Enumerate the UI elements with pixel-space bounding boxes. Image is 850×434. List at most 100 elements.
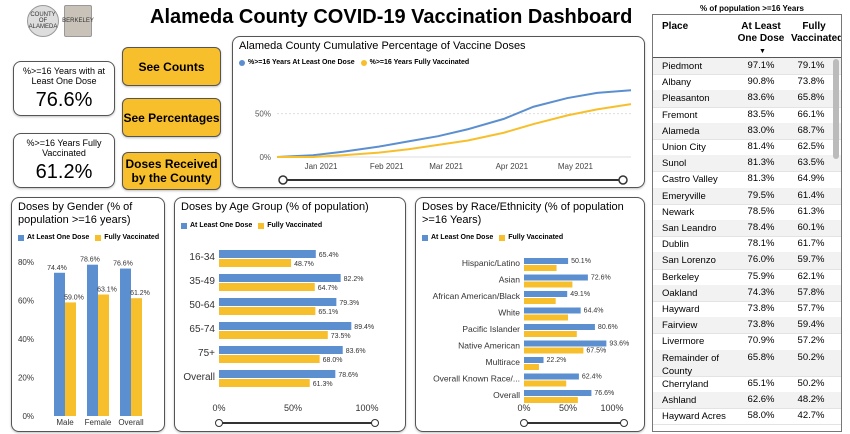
table-row[interactable]: Sunol 81.3% 63.5% <box>653 155 841 173</box>
table-row[interactable]: Oakland 74.3% 57.8% <box>653 284 841 302</box>
bar-fully <box>524 265 557 271</box>
table-row[interactable]: Union City 81.4% 62.5% <box>653 139 841 157</box>
legend-label: %>=16 Years At Least One Dose <box>248 59 355 66</box>
legend-item-one-dose[interactable]: At Least One Dose <box>18 234 89 241</box>
cell-place: Newark <box>662 206 695 218</box>
table-row[interactable]: San Lorenzo 76.0% 59.7% <box>653 252 841 270</box>
table-row[interactable]: Emeryville 79.5% 61.4% <box>653 187 841 205</box>
cell-place: Oakland <box>662 287 698 299</box>
legend-square-icon <box>95 234 102 241</box>
table-row[interactable]: Fairview 73.8% 59.4% <box>653 317 841 335</box>
gender-bar-chart: 80% 60% 40% 20% 0% 74.4% 59.0% Male 78.6% 63.1% Fe… <box>18 257 150 427</box>
category-label: 16-34 <box>189 252 215 263</box>
legend-item-fully[interactable]: %>=16 Years Fully Vaccinated <box>360 59 470 66</box>
legend-label: %>=16 Years Fully Vaccinated <box>369 59 470 66</box>
cell-fully-vaccinated: 62.5% <box>797 141 825 152</box>
category-label: 75+ <box>198 348 215 359</box>
column-header-one-dose[interactable]: At Least One Dose <box>737 21 785 44</box>
table-row[interactable]: Newark 78.5% 61.3% <box>653 204 841 221</box>
cell-fully-vaccinated: 63.5% <box>797 157 825 169</box>
age-bar-chart: 16-34 65.4% 48.7% 35-49 82.2% 64.7% 50-64 79.3%… <box>183 250 379 427</box>
cell-fully-vaccinated: 42.7% <box>797 410 825 421</box>
cell-place: Fremont <box>662 109 698 121</box>
race-legend: At Least One Dose Fully Vaccinated <box>422 234 569 241</box>
data-label: 76.6% <box>113 261 133 268</box>
table-row[interactable]: Cherryland 65.1% 50.2% <box>653 376 841 393</box>
table-row[interactable]: Dublin 78.1% 61.7% <box>653 236 841 254</box>
cell-fully-vaccinated: 57.7% <box>797 303 825 314</box>
table-row[interactable]: Pleasanton 83.6% 65.8% <box>653 90 841 108</box>
table-scrollbar[interactable] <box>833 59 839 159</box>
cell-place: Berkeley <box>662 271 699 283</box>
legend-item-fully[interactable]: Fully Vaccinated <box>95 234 159 241</box>
cell-place: Hayward <box>662 304 700 315</box>
category-label: Pacific Islander <box>462 324 520 334</box>
bar-one-dose <box>524 307 581 314</box>
legend-item-fully[interactable]: Fully Vaccinated <box>499 234 563 241</box>
legend-item-fully[interactable]: Fully Vaccinated <box>258 222 322 229</box>
legend-label: At Least One Dose <box>27 234 90 241</box>
doses-received-button[interactable]: Doses Received by the County <box>122 152 221 190</box>
column-header-fully[interactable]: Fully Vaccinated <box>791 21 842 44</box>
age-chart-title: Doses by Age Group (% of population) <box>181 201 369 213</box>
cumulative-chart-panel: Alameda County Cumulative Percentage of … <box>232 36 645 188</box>
column-header-place[interactable]: Place <box>662 21 689 32</box>
sort-arrow-icon[interactable]: ▼ <box>759 48 766 55</box>
bar-fully <box>524 364 539 370</box>
legend-item-one-dose[interactable]: At Least One Dose <box>422 234 493 241</box>
table-row[interactable]: San Leandro 78.4% 60.1% <box>653 220 841 238</box>
data-label: 62.4% <box>582 374 602 381</box>
table-top-header: % of population >=16 Years <box>700 4 804 13</box>
y-tick-label: 60% <box>18 297 34 306</box>
table-row[interactable]: Remainder of County 65.8% 50.2% <box>653 349 841 377</box>
legend-label: At Least One Dose <box>431 234 494 241</box>
cell-one-dose: 78.5% <box>747 205 775 217</box>
table-row[interactable]: Alameda 83.0% 68.7% <box>653 122 841 140</box>
see-counts-button[interactable]: See Counts <box>122 47 221 86</box>
table-row[interactable]: Berkeley 75.9% 62.1% <box>653 269 841 286</box>
bar-one-dose <box>54 272 65 416</box>
category-label: 50-64 <box>189 300 215 311</box>
cell-place: Union City <box>662 142 706 153</box>
bar-fully <box>219 331 328 339</box>
cell-one-dose: 73.8% <box>747 303 775 314</box>
table-row[interactable]: Hayward Acres 58.0% 42.7% <box>653 408 841 426</box>
legend-square-icon <box>181 222 187 229</box>
bar-one-dose <box>219 346 343 354</box>
category-label: Asian <box>499 275 521 285</box>
cell-one-dose: 75.9% <box>747 270 775 282</box>
data-label: 65.4% <box>319 252 339 259</box>
data-label: 80.6% <box>598 324 618 331</box>
bar-fully <box>131 298 142 416</box>
cumulative-line-chart: 50% 0% Jan 2021 Feb 2021 Mar 2021 Apr 2021 May… <box>255 89 632 185</box>
kpi-fully-vaccinated-card: %>=16 Years Fully Vaccinated 61.2% <box>13 133 115 188</box>
data-label: 76.6% <box>594 390 614 397</box>
cell-one-dose: 78.1% <box>747 238 775 250</box>
berkeley-logo: BERKELEY <box>62 5 94 37</box>
gender-chart-title: Doses by Gender (% of population >=16 ye… <box>18 201 133 226</box>
table-row[interactable]: Fremont 83.5% 66.1% <box>653 107 841 124</box>
cell-one-dose: 81.3% <box>747 157 775 169</box>
table-row[interactable]: Piedmont 97.1% 79.1% <box>653 58 841 76</box>
table-row[interactable]: Castro Valley 81.3% 64.9% <box>653 171 841 189</box>
cell-one-dose: 83.6% <box>747 92 775 104</box>
table-row[interactable]: Ashland 62.6% 48.2% <box>653 391 841 409</box>
x-tick-label: 100% <box>600 403 623 413</box>
age-legend: At Least One Dose Fully Vaccinated <box>181 222 328 229</box>
table-row[interactable]: Albany 90.8% 73.8% <box>653 74 841 92</box>
bar-one-dose <box>120 268 131 416</box>
cell-fully-vaccinated: 50.2% <box>797 351 825 363</box>
legend-square-icon <box>258 222 265 229</box>
x-tick-label: 50% <box>559 403 577 413</box>
bar-fully <box>524 397 578 403</box>
see-percentages-button[interactable]: See Percentages <box>122 98 221 137</box>
cell-fully-vaccinated: 64.9% <box>797 173 825 185</box>
table-row[interactable]: Livermore 70.9% 57.2% <box>653 333 841 351</box>
page-title: Alameda County COVID-19 Vaccination Dash… <box>150 6 633 28</box>
cell-place: Fairview <box>662 320 698 332</box>
table-row[interactable]: Hayward 73.8% 57.7% <box>653 301 841 319</box>
legend-item-one-dose[interactable]: %>=16 Years At Least One Dose <box>239 59 355 66</box>
legend-item-one-dose[interactable]: At Least One Dose <box>181 222 252 229</box>
logo-text: COUNTY OF ALAMEDA <box>28 12 58 30</box>
cell-fully-vaccinated: 62.1% <box>797 270 825 282</box>
